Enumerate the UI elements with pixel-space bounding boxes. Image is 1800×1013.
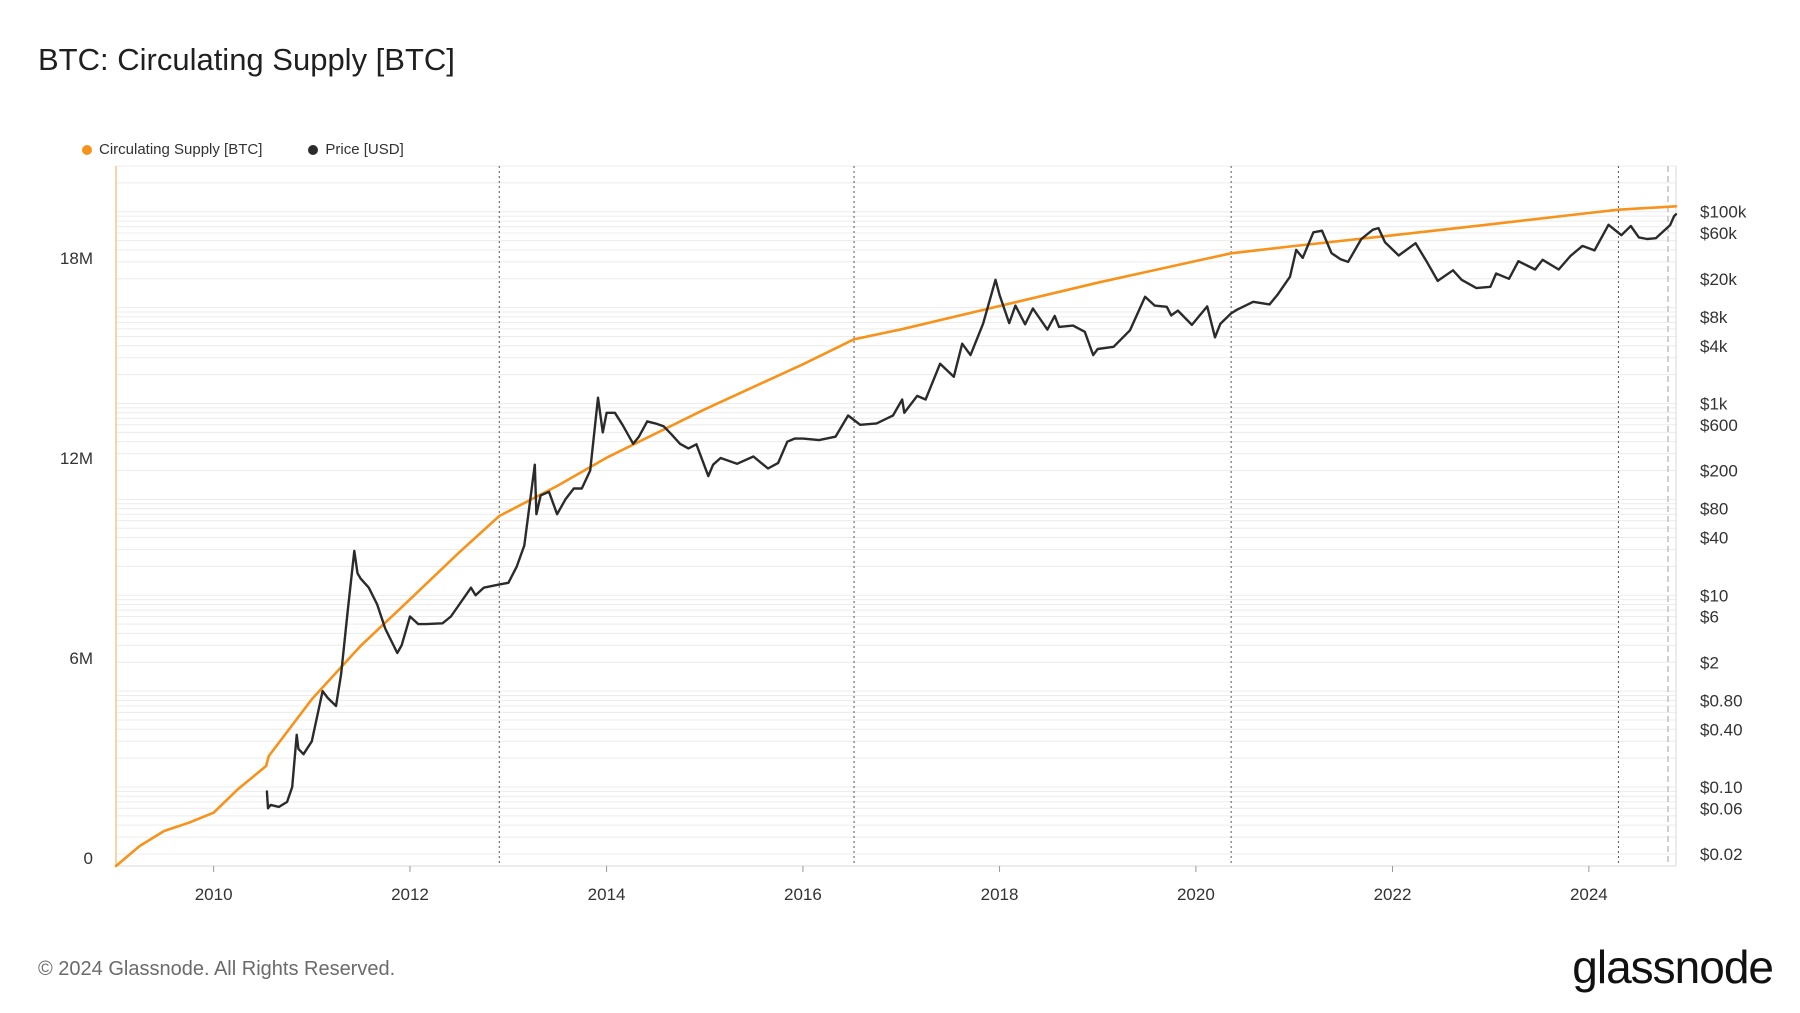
x-tick-label: 2020 [1177,885,1215,904]
y-right-tick-label: $6 [1700,608,1719,627]
series-layer [114,205,1678,868]
y-right-tick-label: $0.40 [1700,720,1743,739]
x-tick-label: 2024 [1570,885,1608,904]
legend-swatch-supply [82,144,92,155]
y-right-tick-label: $200 [1700,462,1738,481]
grid-layer [116,165,1676,855]
y-left-tick-label: 12M [60,449,93,468]
x-tick-label: 2018 [981,885,1019,904]
y-right-tick-label: $0.80 [1700,691,1743,710]
y-right-tick-label: $0.06 [1700,799,1743,818]
y-right-tick-label: $10 [1700,586,1728,605]
y-right-tick-label: $600 [1700,416,1738,435]
legend-label-supply: Circulating Supply [BTC] [99,141,263,158]
legend-item-supply[interactable]: Circulating Supply [BTC] [82,141,262,158]
legend-swatch-price [308,144,319,155]
y-right-tick-label: $0.10 [1700,778,1743,797]
y-right-tick-label: $1k [1700,394,1728,413]
chart-title: BTC: Circulating Supply [BTC] [38,42,455,77]
y-left-tick-label: 0 [84,849,93,868]
y-left-tick-label: 18M [60,249,93,268]
copyright-text: © 2024 Glassnode. All Rights Reserved. [38,958,396,980]
x-tick-label: 2022 [1374,885,1412,904]
x-tick-label: 2014 [588,885,626,904]
glassnode-logo: glassnode [1572,941,1774,993]
y-right-tick-label: $60k [1700,224,1737,243]
y-right-tick-label: $0.02 [1700,845,1743,864]
y-right-tick-label: $20k [1700,270,1737,289]
legend-label-price: Price [USD] [325,141,404,158]
legend: Circulating Supply [BTC] Price [USD] [82,141,404,158]
series-line-circulating-supply [114,205,1678,868]
y-right-tick-label: $100k [1700,203,1747,222]
tick-labels: 2010 2012 2014 2016 2018 2020 2022 2024 0 6M 12M 18… [60,203,1747,904]
y-right-tick-label: $80 [1700,500,1728,519]
x-tick-label: 2012 [391,885,429,904]
y-right-tick-label: $8k [1700,308,1728,327]
legend-item-price[interactable]: Price [USD] [308,141,404,158]
x-tick-label: 2016 [784,885,822,904]
y-right-tick-label: $40 [1700,529,1728,548]
axes [115,166,1677,867]
x-tick-label: 2010 [195,885,233,904]
series-line-price [265,213,1678,810]
y-right-tick-label: $2 [1700,653,1719,672]
y-left-tick-label: 6M [69,649,93,668]
y-right-tick-label: $4k [1700,337,1728,356]
